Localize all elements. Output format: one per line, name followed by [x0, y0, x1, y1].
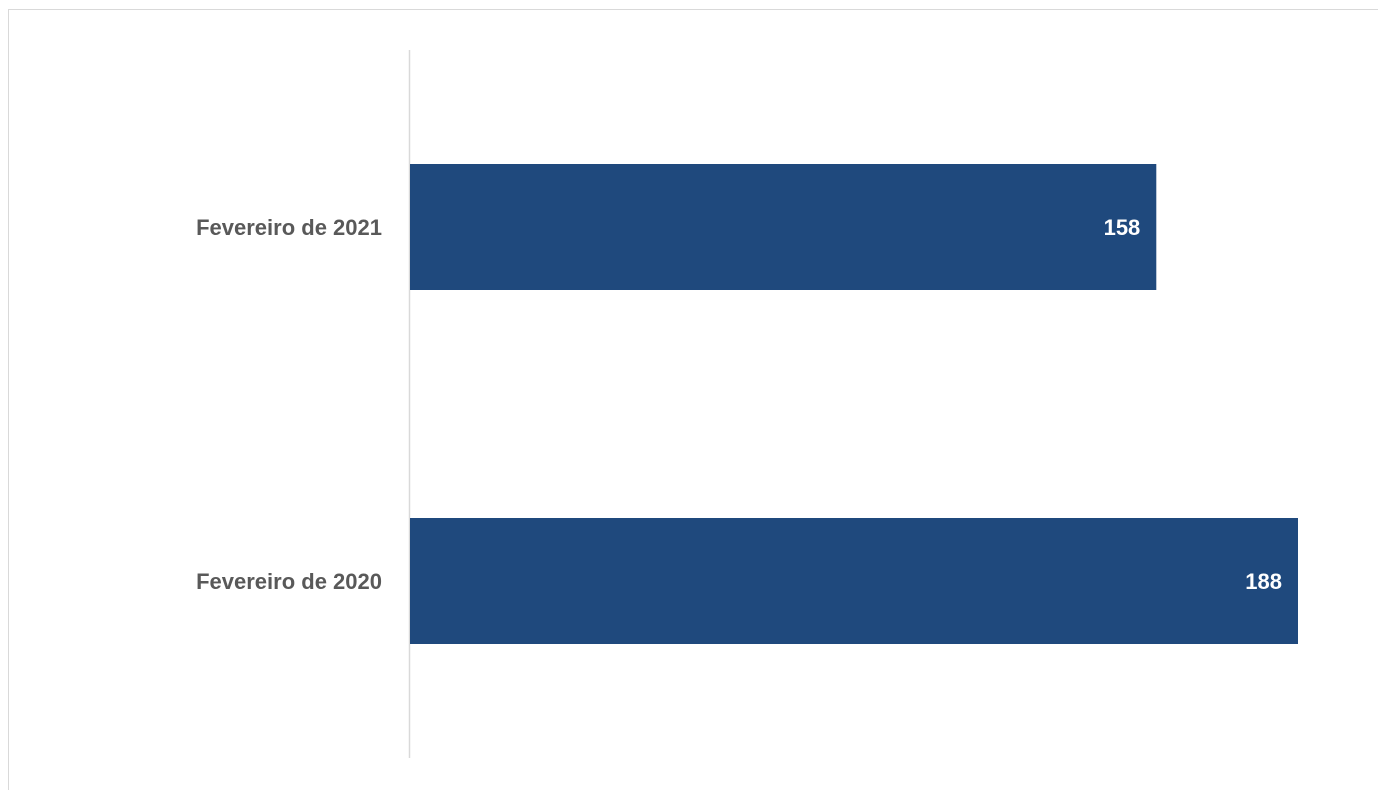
label-group: 158 Fevereiro de 2021 188 Fevereiro de 2020 — [196, 215, 1282, 594]
category-label-1: Fevereiro de 2020 — [196, 569, 382, 594]
chart-area — [8, 9, 1378, 790]
data-label-1: 188 — [1245, 569, 1282, 594]
category-label-0: Fevereiro de 2021 — [196, 215, 382, 240]
data-label-0: 158 — [1104, 215, 1141, 240]
bar-1 — [410, 518, 1298, 644]
bar-0 — [410, 164, 1157, 290]
bar-group — [410, 164, 1298, 644]
